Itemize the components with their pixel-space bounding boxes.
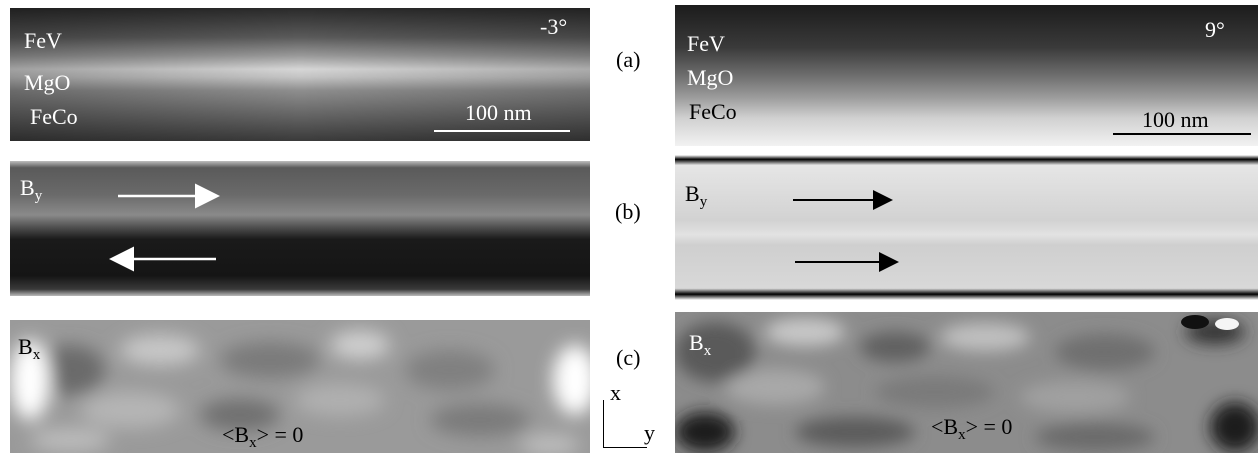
left-scale-label: 100 nm xyxy=(465,100,532,125)
right-layer-mgo: MgO xyxy=(687,65,734,90)
axes-indicator xyxy=(603,398,657,452)
row-label-a: (a) xyxy=(616,47,641,72)
left-scale-bar xyxy=(434,130,570,132)
left-tem-image: FeV MgO FeCo -3° 100 nm xyxy=(10,8,590,141)
right-scale-bar xyxy=(1113,133,1251,135)
axis-x-label: x xyxy=(610,380,621,405)
left-bx-background xyxy=(10,320,590,453)
row-label-b: (b) xyxy=(615,199,641,224)
right-tem-background xyxy=(675,5,1258,146)
left-by-background xyxy=(10,161,590,296)
left-by-image: By xyxy=(10,161,590,296)
right-bx-label: Bx xyxy=(689,330,712,359)
left-by-label: By xyxy=(20,175,43,204)
row-label-c: (c) xyxy=(616,345,641,370)
axis-y-label: y xyxy=(644,420,655,445)
right-by-background xyxy=(675,155,1258,300)
right-bx-image: Bx <Bx> = 0 xyxy=(675,312,1258,453)
left-bx-image: Bx <Bx> = 0 xyxy=(10,320,590,453)
right-scale-label: 100 nm xyxy=(1142,107,1209,132)
left-layer-feco: FeCo xyxy=(30,104,78,129)
right-layer-fev: FeV xyxy=(687,31,725,56)
right-angle-label: 9° xyxy=(1205,17,1225,42)
right-bx-bright-spot xyxy=(1215,318,1239,330)
right-by-image: By xyxy=(675,155,1258,300)
right-bx-average: <Bx> = 0 xyxy=(931,414,1013,443)
right-bx-dark-spot xyxy=(1181,315,1209,329)
left-layer-fev: FeV xyxy=(24,28,62,53)
right-bx-background xyxy=(675,312,1258,453)
right-tem-image: FeV MgO FeCo 9° 100 nm xyxy=(675,5,1258,146)
left-tem-background xyxy=(10,8,590,141)
right-layer-feco: FeCo xyxy=(689,99,737,124)
left-bx-label: Bx xyxy=(18,334,41,363)
right-by-label: By xyxy=(685,181,708,210)
left-bx-average: <Bx> = 0 xyxy=(222,422,304,451)
left-layer-mgo: MgO xyxy=(24,70,71,95)
left-angle-label: -3° xyxy=(540,14,568,39)
